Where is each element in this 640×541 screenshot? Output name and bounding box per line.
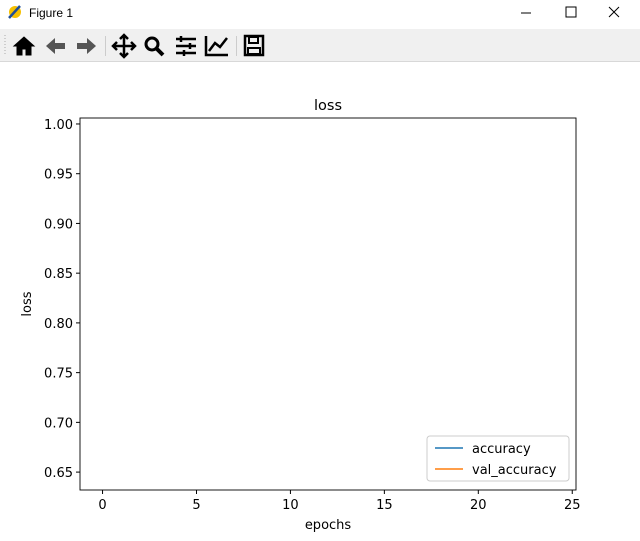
x-tick-label: 25 [564, 498, 581, 513]
y-axis-label: loss [20, 291, 35, 316]
zoom-button[interactable] [144, 36, 165, 57]
y-tick-label: 0.90 [44, 217, 73, 232]
y-tick-label: 0.65 [44, 466, 73, 481]
title-bar [0, 0, 640, 29]
toolbar [0, 29, 640, 62]
x-tick-label: 0 [98, 498, 106, 513]
x-tick-label: 10 [282, 498, 299, 513]
configure-button[interactable] [176, 36, 196, 56]
y-tick-label: 0.95 [44, 168, 73, 183]
x-tick-label: 5 [192, 498, 200, 513]
home-button[interactable] [12, 36, 36, 56]
x-tick-label: 20 [470, 498, 487, 513]
y-tick-label: 1.00 [44, 118, 73, 133]
y-tick-label: 0.85 [44, 267, 73, 282]
y-tick-label: 0.75 [44, 367, 73, 382]
window-title: Figure 1 [29, 6, 73, 20]
legend: accuracy val_accuracy [426, 435, 570, 482]
legend-label: accuracy [472, 442, 531, 457]
back-button[interactable] [46, 38, 65, 54]
edit-axes-button[interactable] [204, 36, 228, 57]
app-icon [8, 5, 21, 19]
y-tick-label: 0.70 [44, 416, 73, 431]
pan-button[interactable] [111, 33, 137, 59]
y-tick-label: 0.80 [44, 317, 73, 332]
legend-label: val_accuracy [472, 463, 557, 478]
axes-frame [79, 117, 577, 491]
save-button[interactable] [243, 34, 265, 57]
forward-button[interactable] [77, 38, 96, 54]
x-tick-label: 15 [376, 498, 393, 513]
maximize-button[interactable] [565, 6, 577, 18]
x-axis-label: epochs [305, 518, 352, 533]
close-button[interactable] [608, 6, 620, 18]
chart-title: loss [314, 98, 342, 114]
plot: loss epochs loss 0 5 10 15 20 25 0.65 0.70 0.75 0.80… [20, 98, 581, 533]
